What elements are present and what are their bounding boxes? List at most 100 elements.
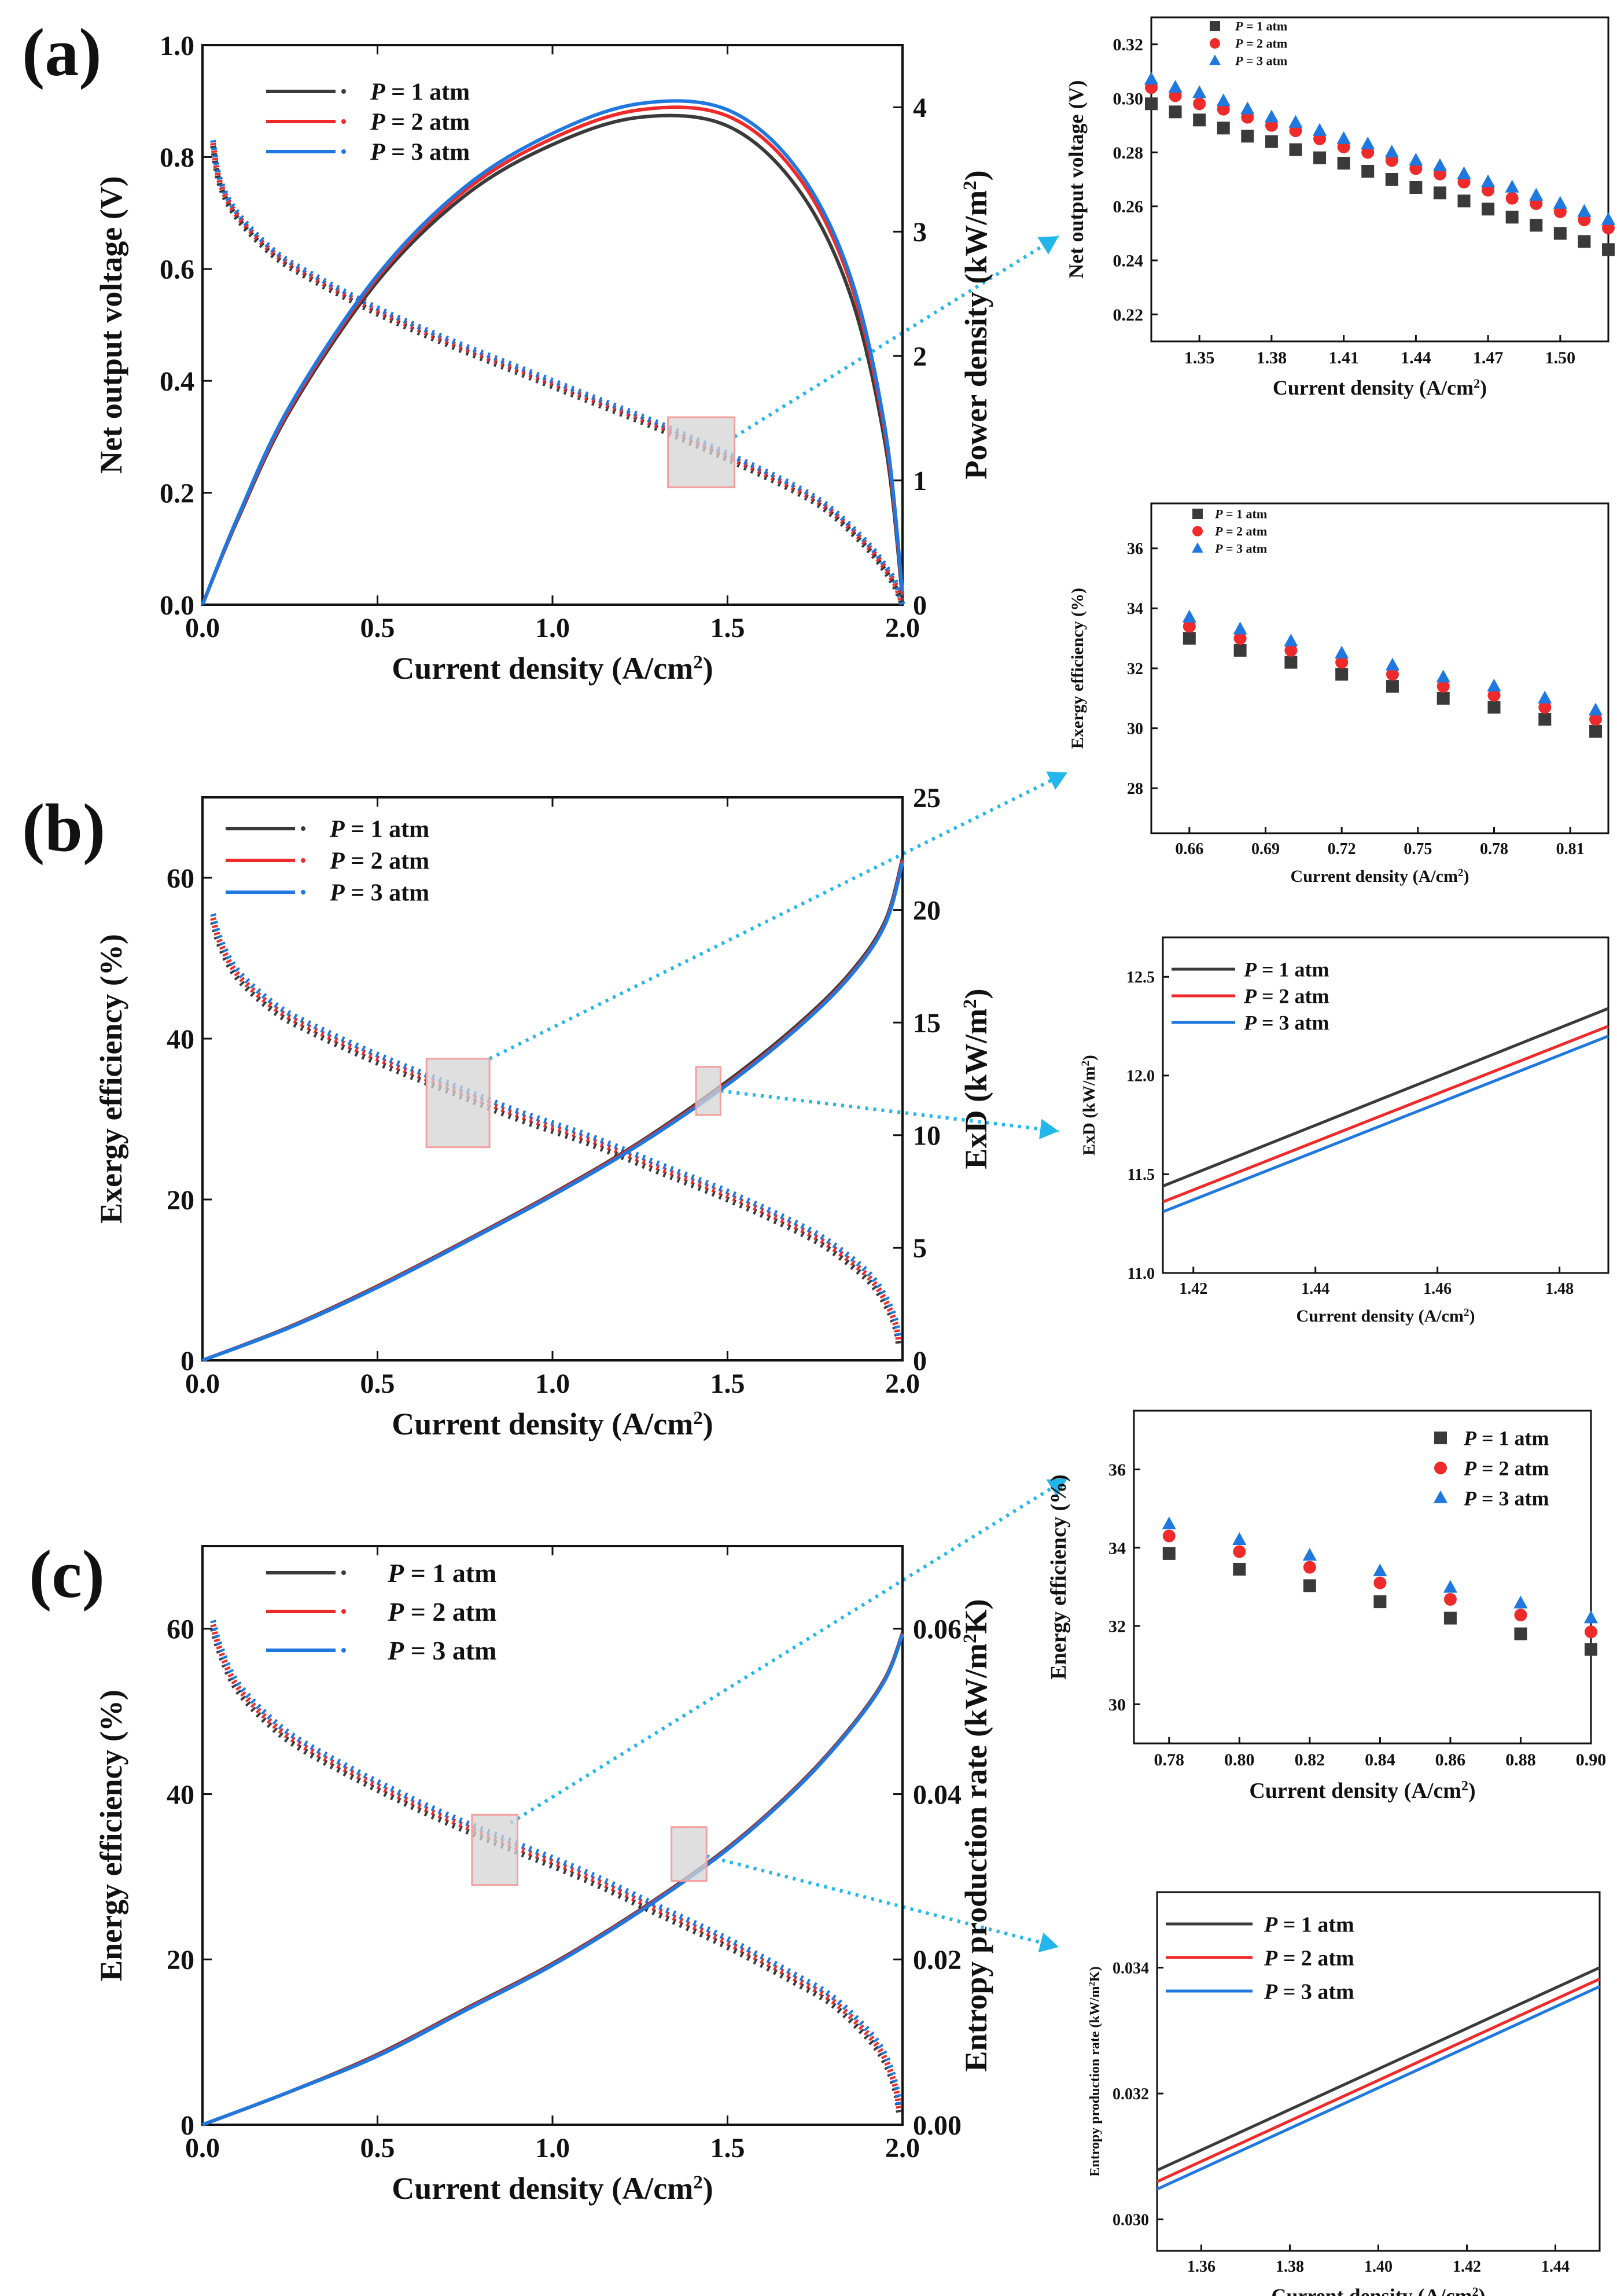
data-point — [1361, 137, 1375, 150]
chart-c-inset1: 0.78 0.80 0.82 0.84 0.86 0.88 0.90 30 32 34 36 Curr… — [1047, 1410, 1607, 1803]
y2-tick-label: 20 — [913, 895, 941, 926]
y-axis-label: Net output voltage (V) — [94, 176, 128, 473]
y-tick-label: 30 — [1108, 1695, 1126, 1714]
legend: P = 1 atm P = 2 atm P = 3 atm — [1172, 958, 1329, 1035]
data-point — [1302, 1548, 1317, 1561]
data-point — [1385, 657, 1400, 671]
y2-tick-label: 0.04 — [913, 1779, 962, 1810]
legend-label: P = 3 atm — [1235, 54, 1287, 68]
data-point — [1335, 668, 1349, 681]
data-point — [1284, 656, 1298, 669]
data-point — [1240, 101, 1255, 115]
legend-label: P = 2 atm — [1235, 36, 1287, 51]
panel-label-c: (c) — [29, 1536, 105, 1612]
y-tick-label: 0.26 — [1113, 197, 1144, 216]
legend-label: P = 2 atm — [370, 109, 470, 136]
x-tick-label: 1.50 — [1545, 348, 1576, 367]
data-point — [1162, 1516, 1176, 1529]
legend-label: P = 2 atm — [1214, 524, 1267, 539]
data-point — [1487, 689, 1501, 702]
legend-dot — [301, 858, 305, 863]
x-tick-label: 0.5 — [360, 2133, 395, 2163]
y-tick-label: 32 — [1108, 1617, 1126, 1636]
y-tick-label: 0.32 — [1113, 35, 1144, 54]
x-tick-label: 0.80 — [1224, 1750, 1255, 1769]
data-point — [1233, 643, 1247, 657]
data-point — [1233, 632, 1247, 645]
x-tick-label: 1.5 — [710, 613, 745, 643]
legend-dot — [341, 1609, 346, 1614]
chart-c-main: 0.0 0.5 1.0 1.5 2.0 0 20 40 60 0.00 0.02 0.04 0.06 Cu… — [94, 1545, 993, 2206]
legend-label: P = 3 atm — [1214, 542, 1267, 556]
legend-dot — [341, 1648, 346, 1653]
x-tick-label: 0.90 — [1576, 1750, 1607, 1769]
x-tick-label: 0.86 — [1435, 1750, 1466, 1769]
y-tick-label: 0.30 — [1113, 90, 1144, 109]
data-point — [1361, 165, 1375, 178]
x-axis-label: Current density (A/cm2) — [392, 2171, 713, 2206]
series-line-3 — [201, 862, 904, 1362]
y-tick-label: 32 — [1127, 660, 1143, 678]
data-point — [1192, 85, 1207, 98]
y2-tick-label: 1 — [913, 466, 927, 496]
y-tick-label: 12.0 — [1126, 1068, 1155, 1086]
data-point — [1585, 1625, 1597, 1639]
data-point — [1241, 130, 1254, 143]
x-tick-label: 2.0 — [885, 613, 920, 643]
zoom-arrow-head — [1046, 1478, 1067, 1497]
legend-label: P = 2 atm — [1463, 1457, 1549, 1480]
x-axis-label: Current density (A/cm2) — [1249, 1779, 1475, 1803]
series-line-2 — [210, 917, 902, 1345]
x-tick-label: 0.0 — [185, 2133, 220, 2163]
legend-label: P = 1 atm — [1243, 958, 1329, 981]
y2-tick-label: 0 — [913, 1346, 927, 1377]
legend-label: P = 3 atm — [370, 139, 470, 166]
legend-dot — [301, 890, 305, 895]
data-point — [1385, 173, 1398, 186]
y2-tick-label: 5 — [913, 1233, 927, 1264]
y2-tick-label: 2 — [913, 341, 927, 372]
legend-label: P = 3 atm — [1264, 1979, 1354, 2004]
data-point — [1436, 680, 1450, 693]
series-1 — [1162, 1547, 1597, 1656]
x-tick-label: 0.72 — [1328, 840, 1356, 858]
data-point — [1443, 1593, 1457, 1606]
panel-label-a: (a) — [22, 14, 102, 90]
data-point — [1589, 713, 1603, 726]
x-tick-label: 1.40 — [1364, 2258, 1393, 2276]
x-tick-label: 1.38 — [1276, 2258, 1304, 2276]
x-tick-label: 0.0 — [185, 1368, 220, 1399]
series-2 — [1183, 620, 1603, 726]
series-line-1 — [1162, 1007, 1609, 1188]
data-point — [1216, 93, 1231, 106]
y-tick-label: 0.034 — [1113, 1959, 1149, 1977]
series-3 — [1144, 72, 1616, 225]
x-tick-label: 0.78 — [1480, 840, 1508, 858]
data-point — [1436, 669, 1450, 683]
y2-axis-label: Power density (kW/m2) — [959, 170, 993, 479]
y-tick-label: 0.4 — [160, 366, 194, 397]
data-point — [1182, 609, 1196, 623]
data-point — [1193, 113, 1206, 127]
legend-label: P = 1 atm — [1463, 1427, 1549, 1450]
series-line-3 — [1156, 1985, 1601, 2191]
legend-dot — [341, 149, 346, 154]
data-point — [1145, 97, 1158, 111]
y-tick-label: 0.032 — [1113, 2085, 1149, 2103]
chart-b-inset1: 0.66 0.69 0.72 0.75 0.78 0.81 28 30 32 34 36 Curren… — [1068, 502, 1609, 886]
y-tick-label: 0 — [181, 1346, 194, 1377]
data-point — [1505, 192, 1519, 205]
y-tick-label: 11.0 — [1128, 1265, 1155, 1283]
data-point — [1284, 643, 1298, 657]
data-point — [1409, 181, 1423, 194]
legend-label: P = 2 atm — [387, 1597, 496, 1627]
data-point — [1289, 143, 1302, 156]
x-tick-label: 0.69 — [1251, 840, 1280, 858]
data-point — [1529, 187, 1544, 201]
y-tick-label: 0.22 — [1113, 306, 1144, 325]
data-point — [1265, 135, 1278, 148]
legend-label: P = 1 atm — [370, 79, 470, 106]
x-axis-label: Current density (A/cm2) — [1271, 2284, 1485, 2296]
zoom-arrow-head — [1039, 1118, 1059, 1139]
data-point — [1482, 203, 1495, 216]
